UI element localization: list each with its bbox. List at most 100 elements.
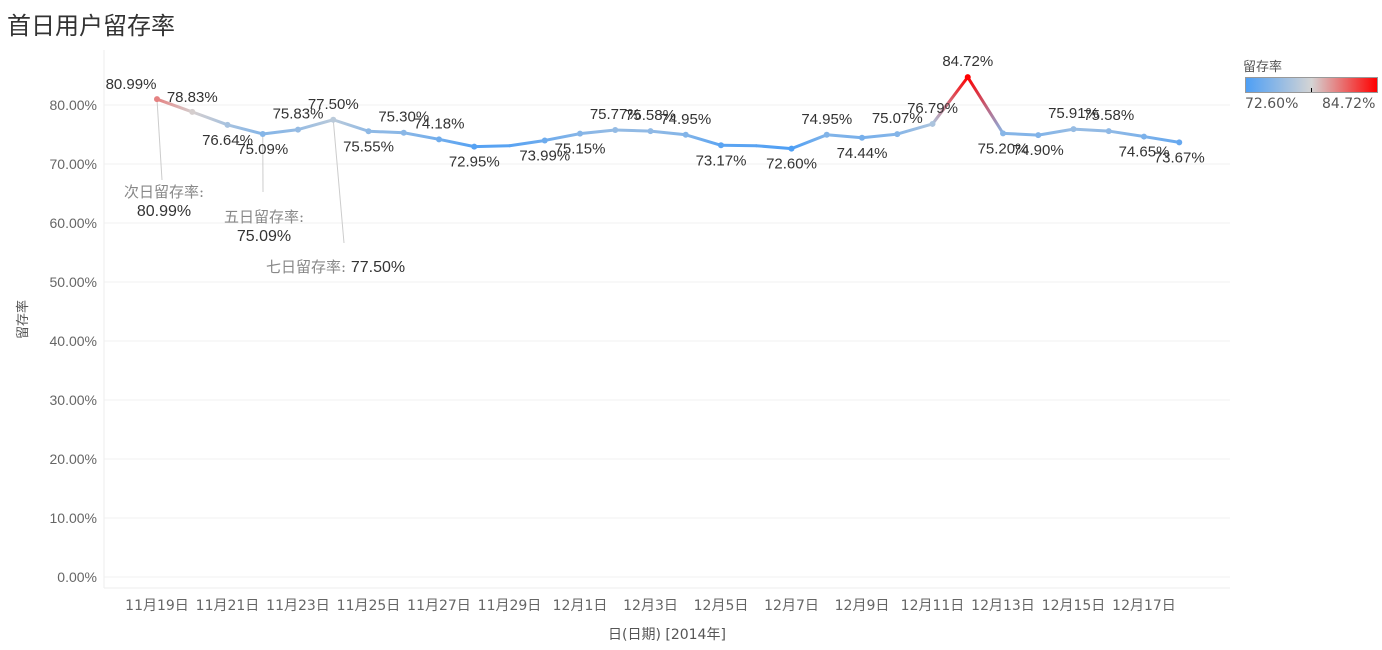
data-label: 75.83% xyxy=(273,106,324,123)
data-point xyxy=(1105,128,1112,135)
annotation-day1: 次日留存率: 80.99% xyxy=(112,181,216,221)
data-point xyxy=(612,126,619,133)
line-segment xyxy=(296,118,335,132)
line-segment xyxy=(472,144,511,149)
data-point xyxy=(471,143,478,150)
y-tick-label: 60.00% xyxy=(50,215,97,231)
data-label: 75.07% xyxy=(872,110,923,127)
data-point xyxy=(541,137,548,144)
data-label: 73.17% xyxy=(696,152,747,169)
data-point xyxy=(577,130,583,137)
line-segment xyxy=(931,75,970,126)
data-point xyxy=(894,131,901,138)
x-tick-label: 11月21日 xyxy=(196,598,260,614)
data-label: 72.95% xyxy=(449,154,500,171)
legend-title: 留存率 xyxy=(1243,60,1283,75)
annotation-day5: 五日留存率: 75.09% xyxy=(212,206,316,246)
data-label: 78.83% xyxy=(167,89,218,106)
line-segment xyxy=(155,97,194,114)
data-label: 76.79% xyxy=(907,100,958,117)
data-label: 72.60% xyxy=(766,156,817,173)
data-point xyxy=(365,128,372,135)
x-tick-label: 12月1日 xyxy=(553,598,608,614)
data-label: 75.91% xyxy=(1048,105,1099,122)
data-point xyxy=(154,96,160,103)
data-label: 84.72% xyxy=(942,53,993,70)
legend-color-bar xyxy=(1245,77,1378,93)
data-point xyxy=(929,120,936,127)
data-label: 75.55% xyxy=(343,138,394,155)
annotation-leader-line xyxy=(156,99,163,181)
data-point xyxy=(1176,139,1183,146)
x-tick-label: 12月7日 xyxy=(764,598,819,614)
line-segment xyxy=(684,133,723,147)
data-point xyxy=(718,142,724,149)
x-tick-label: 12月9日 xyxy=(835,598,890,614)
chart-title: 首日用户留存率 xyxy=(7,12,175,40)
annotation-label: 五日留存率: xyxy=(223,208,305,226)
x-tick-label: 12月17日 xyxy=(1112,598,1176,614)
data-label: 74.95% xyxy=(660,111,711,128)
data-label: 76.64% xyxy=(202,132,253,149)
data-point xyxy=(189,108,196,115)
line-segment xyxy=(402,131,441,141)
x-tick-label: 11月29日 xyxy=(478,598,542,614)
line-segment xyxy=(367,129,406,135)
x-tick-label: 12月11日 xyxy=(901,598,965,614)
y-axis-title: 留存率 xyxy=(16,299,32,340)
x-tick-label: 11月25日 xyxy=(337,598,401,614)
y-tick-label: 80.00% xyxy=(50,97,97,113)
line-segment xyxy=(1036,127,1075,137)
line-segment xyxy=(613,128,652,133)
x-tick-label: 12月15日 xyxy=(1042,598,1106,614)
data-point xyxy=(788,145,795,152)
data-point xyxy=(400,129,407,136)
line-segment xyxy=(1107,129,1146,139)
x-tick-label: 12月3日 xyxy=(623,598,678,614)
data-label: 75.20% xyxy=(978,140,1029,157)
data-label: 74.65% xyxy=(1119,144,1170,161)
line-segment xyxy=(226,123,265,136)
line-segment xyxy=(895,122,934,136)
line-segment xyxy=(790,133,829,151)
annotation-leader-line xyxy=(332,119,345,244)
data-point xyxy=(224,121,231,128)
data-point xyxy=(1070,126,1077,133)
data-point xyxy=(647,128,654,135)
line-segment xyxy=(1072,127,1111,133)
annotation-day7: 七日留存率: 77.50% xyxy=(266,256,405,277)
data-label: 75.58% xyxy=(1083,107,1134,124)
data-point xyxy=(1035,132,1042,139)
x-tick-label: 12月5日 xyxy=(694,598,749,614)
data-point xyxy=(682,131,689,138)
y-tick-label: 50.00% xyxy=(50,274,97,290)
x-tick-label: 12月13日 xyxy=(971,598,1035,614)
line-segment xyxy=(190,110,229,127)
data-label: 74.95% xyxy=(801,111,852,128)
data-label: 75.09% xyxy=(237,141,288,158)
line-segment xyxy=(508,138,547,148)
data-point xyxy=(1141,133,1147,140)
y-tick-label: 10.00% xyxy=(50,510,97,526)
data-label: 73.67% xyxy=(1154,149,1205,166)
y-tick-label: 40.00% xyxy=(50,333,97,349)
x-axis-title: 日(日期) [2014年] xyxy=(608,627,726,643)
data-label: 74.44% xyxy=(837,145,888,162)
data-point xyxy=(964,74,971,81)
line-segment xyxy=(578,128,617,136)
legend-min: 72.60% xyxy=(1245,96,1299,112)
line-segment xyxy=(543,132,582,142)
data-point xyxy=(295,126,301,133)
y-tick-label: 0.00% xyxy=(57,569,97,585)
data-point xyxy=(259,130,266,137)
data-label: 73.99% xyxy=(519,147,570,164)
annotation-label: 次日留存率: xyxy=(123,183,205,201)
data-label: 77.50% xyxy=(308,96,359,113)
legend-tick xyxy=(1311,88,1312,92)
data-point xyxy=(1000,130,1006,137)
data-point xyxy=(330,116,337,123)
y-tick-label: 30.00% xyxy=(50,392,97,408)
data-label: 75.58% xyxy=(625,107,676,124)
annotation-label: 七日留存率: xyxy=(266,258,347,276)
